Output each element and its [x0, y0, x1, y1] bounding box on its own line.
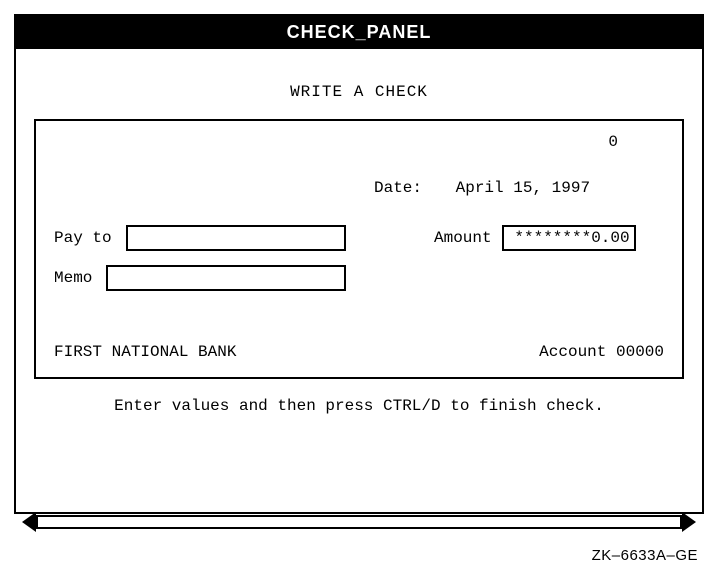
- check-number: 0: [54, 133, 664, 151]
- horizontal-scrollbar[interactable]: [22, 511, 696, 533]
- memo-row: Memo: [54, 265, 664, 291]
- date-row: Date: April 15, 1997: [54, 179, 664, 197]
- scroll-right-arrow-icon[interactable]: [682, 512, 696, 532]
- memo-input[interactable]: [106, 265, 346, 291]
- date-label: Date:: [374, 179, 422, 197]
- account-label: Account: [539, 343, 606, 361]
- check-box: 0 Date: April 15, 1997 Pay to Amount Mem…: [34, 119, 684, 379]
- scrollbar-track[interactable]: [36, 515, 682, 529]
- account-number: 00000: [616, 343, 664, 361]
- amount-input[interactable]: [502, 225, 636, 251]
- panel-title: CHECK_PANEL: [287, 22, 432, 42]
- panel-frame: CHECK_PANEL WRITE A CHECK 0 Date: April …: [14, 14, 704, 514]
- instruction-text: Enter values and then press CTRL/D to fi…: [34, 397, 684, 415]
- content-area: WRITE A CHECK 0 Date: April 15, 1997 Pay…: [16, 83, 702, 543]
- panel-subtitle: WRITE A CHECK: [34, 83, 684, 101]
- figure-id: ZK–6633A–GE: [592, 547, 698, 564]
- date-value: April 15, 1997: [456, 179, 590, 197]
- account-info: Account 00000: [539, 343, 664, 361]
- scroll-left-arrow-icon[interactable]: [22, 512, 36, 532]
- amount-label: Amount: [434, 229, 492, 247]
- payto-input[interactable]: [126, 225, 346, 251]
- memo-label: Memo: [54, 269, 106, 287]
- bank-name: FIRST NATIONAL BANK: [54, 343, 236, 361]
- payto-row: Pay to Amount: [54, 225, 664, 251]
- bank-row: FIRST NATIONAL BANK Account 00000: [54, 343, 664, 361]
- payto-label: Pay to: [54, 229, 126, 247]
- title-bar: CHECK_PANEL: [16, 16, 702, 49]
